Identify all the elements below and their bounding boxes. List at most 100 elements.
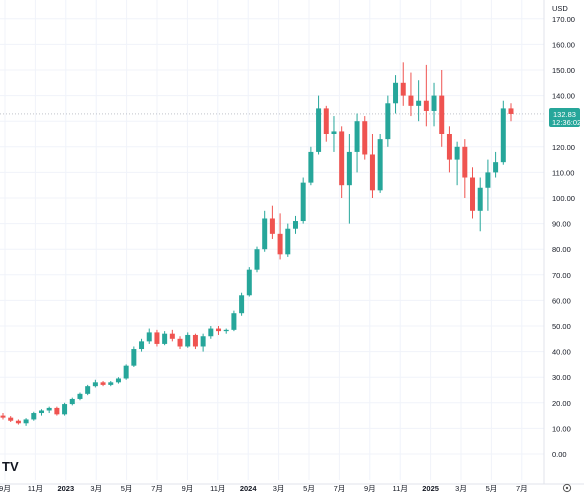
candle[interactable]	[185, 332, 191, 348]
candle[interactable]	[423, 64, 429, 127]
candle[interactable]	[23, 418, 29, 426]
candle[interactable]	[331, 116, 337, 152]
candle-body	[262, 218, 268, 250]
candle[interactable]	[377, 134, 383, 193]
candle[interactable]	[308, 146, 314, 186]
candle[interactable]	[508, 103, 514, 122]
candle[interactable]	[131, 346, 137, 367]
y-tick-label: 100.00	[552, 194, 575, 203]
candle[interactable]	[408, 72, 414, 117]
candle[interactable]	[477, 177, 483, 232]
candle-body	[185, 334, 191, 347]
candle[interactable]	[77, 392, 83, 401]
candle[interactable]	[246, 267, 252, 297]
last-price-background	[549, 107, 580, 127]
candle[interactable]	[162, 331, 168, 346]
candle[interactable]	[354, 113, 360, 173]
candle[interactable]	[462, 139, 468, 198]
candle-body	[354, 121, 360, 152]
candle[interactable]	[8, 416, 14, 422]
candle-body	[46, 407, 52, 411]
candle[interactable]	[369, 134, 375, 198]
y-tick-label: 0.00	[552, 450, 567, 459]
candle[interactable]	[15, 419, 21, 425]
candle[interactable]	[139, 338, 145, 352]
candle[interactable]	[300, 177, 306, 224]
candle[interactable]	[177, 336, 183, 350]
candle[interactable]	[385, 95, 391, 147]
candle[interactable]	[46, 406, 52, 414]
candle-body	[323, 108, 329, 134]
candle[interactable]	[439, 70, 445, 147]
candle[interactable]	[239, 292, 245, 316]
candle-body	[454, 146, 460, 160]
candle[interactable]	[0, 413, 6, 420]
candle[interactable]	[62, 402, 68, 416]
candle-body	[100, 382, 106, 385]
y-tick-label: 90.00	[552, 220, 571, 229]
candle[interactable]	[223, 328, 229, 334]
candle[interactable]	[108, 381, 114, 387]
candle[interactable]	[316, 95, 322, 155]
candle[interactable]	[146, 328, 152, 344]
candle[interactable]	[192, 333, 198, 350]
candles-layer	[0, 62, 514, 426]
candle[interactable]	[85, 384, 91, 396]
candle[interactable]	[31, 411, 37, 421]
candle[interactable]	[262, 210, 268, 252]
candle[interactable]	[208, 326, 214, 339]
candle[interactable]	[269, 205, 275, 239]
candle[interactable]	[292, 215, 298, 234]
candle-body	[139, 341, 145, 350]
candle[interactable]	[346, 134, 352, 224]
settings-gear-icon[interactable]	[562, 483, 572, 493]
candle[interactable]	[393, 75, 399, 114]
candle-body	[192, 334, 198, 347]
candle-body	[38, 410, 44, 414]
candle[interactable]	[470, 167, 476, 219]
candle-body	[162, 333, 168, 344]
candle-body	[385, 103, 391, 140]
candle-body	[470, 177, 476, 211]
x-tick-label: 9月	[364, 484, 376, 493]
candle[interactable]	[115, 377, 121, 384]
candle-body	[300, 182, 306, 222]
candle[interactable]	[285, 223, 291, 257]
candle[interactable]	[231, 310, 237, 332]
tradingview-logo[interactable]: TV	[2, 459, 19, 474]
candle[interactable]	[431, 82, 437, 127]
candle[interactable]	[454, 141, 460, 186]
candle[interactable]	[123, 364, 129, 380]
candle-body	[277, 233, 283, 255]
candle-body	[62, 404, 68, 415]
candle[interactable]	[154, 329, 160, 347]
candle[interactable]	[493, 151, 499, 178]
candle[interactable]	[362, 116, 368, 160]
candle-body	[169, 333, 175, 339]
candle[interactable]	[446, 126, 452, 173]
candle[interactable]	[323, 105, 329, 142]
candle[interactable]	[416, 80, 422, 122]
candle[interactable]	[254, 246, 260, 273]
candle[interactable]	[400, 62, 406, 106]
y-tick-label: 80.00	[552, 245, 571, 254]
candle[interactable]	[485, 159, 491, 211]
candle[interactable]	[100, 381, 106, 387]
candle-body	[92, 382, 98, 387]
candle[interactable]	[339, 126, 345, 198]
candle[interactable]	[216, 326, 222, 335]
candle[interactable]	[169, 329, 175, 342]
candle[interactable]	[277, 213, 283, 260]
candle[interactable]	[92, 379, 98, 388]
candle[interactable]	[38, 409, 44, 416]
candle[interactable]	[69, 397, 75, 406]
candle[interactable]	[500, 100, 506, 165]
y-tick-label: 50.00	[552, 322, 571, 331]
candle-body	[292, 221, 298, 229]
candle-body	[177, 338, 183, 347]
candle-body	[200, 336, 206, 347]
candle[interactable]	[54, 406, 60, 416]
candle[interactable]	[200, 333, 206, 352]
